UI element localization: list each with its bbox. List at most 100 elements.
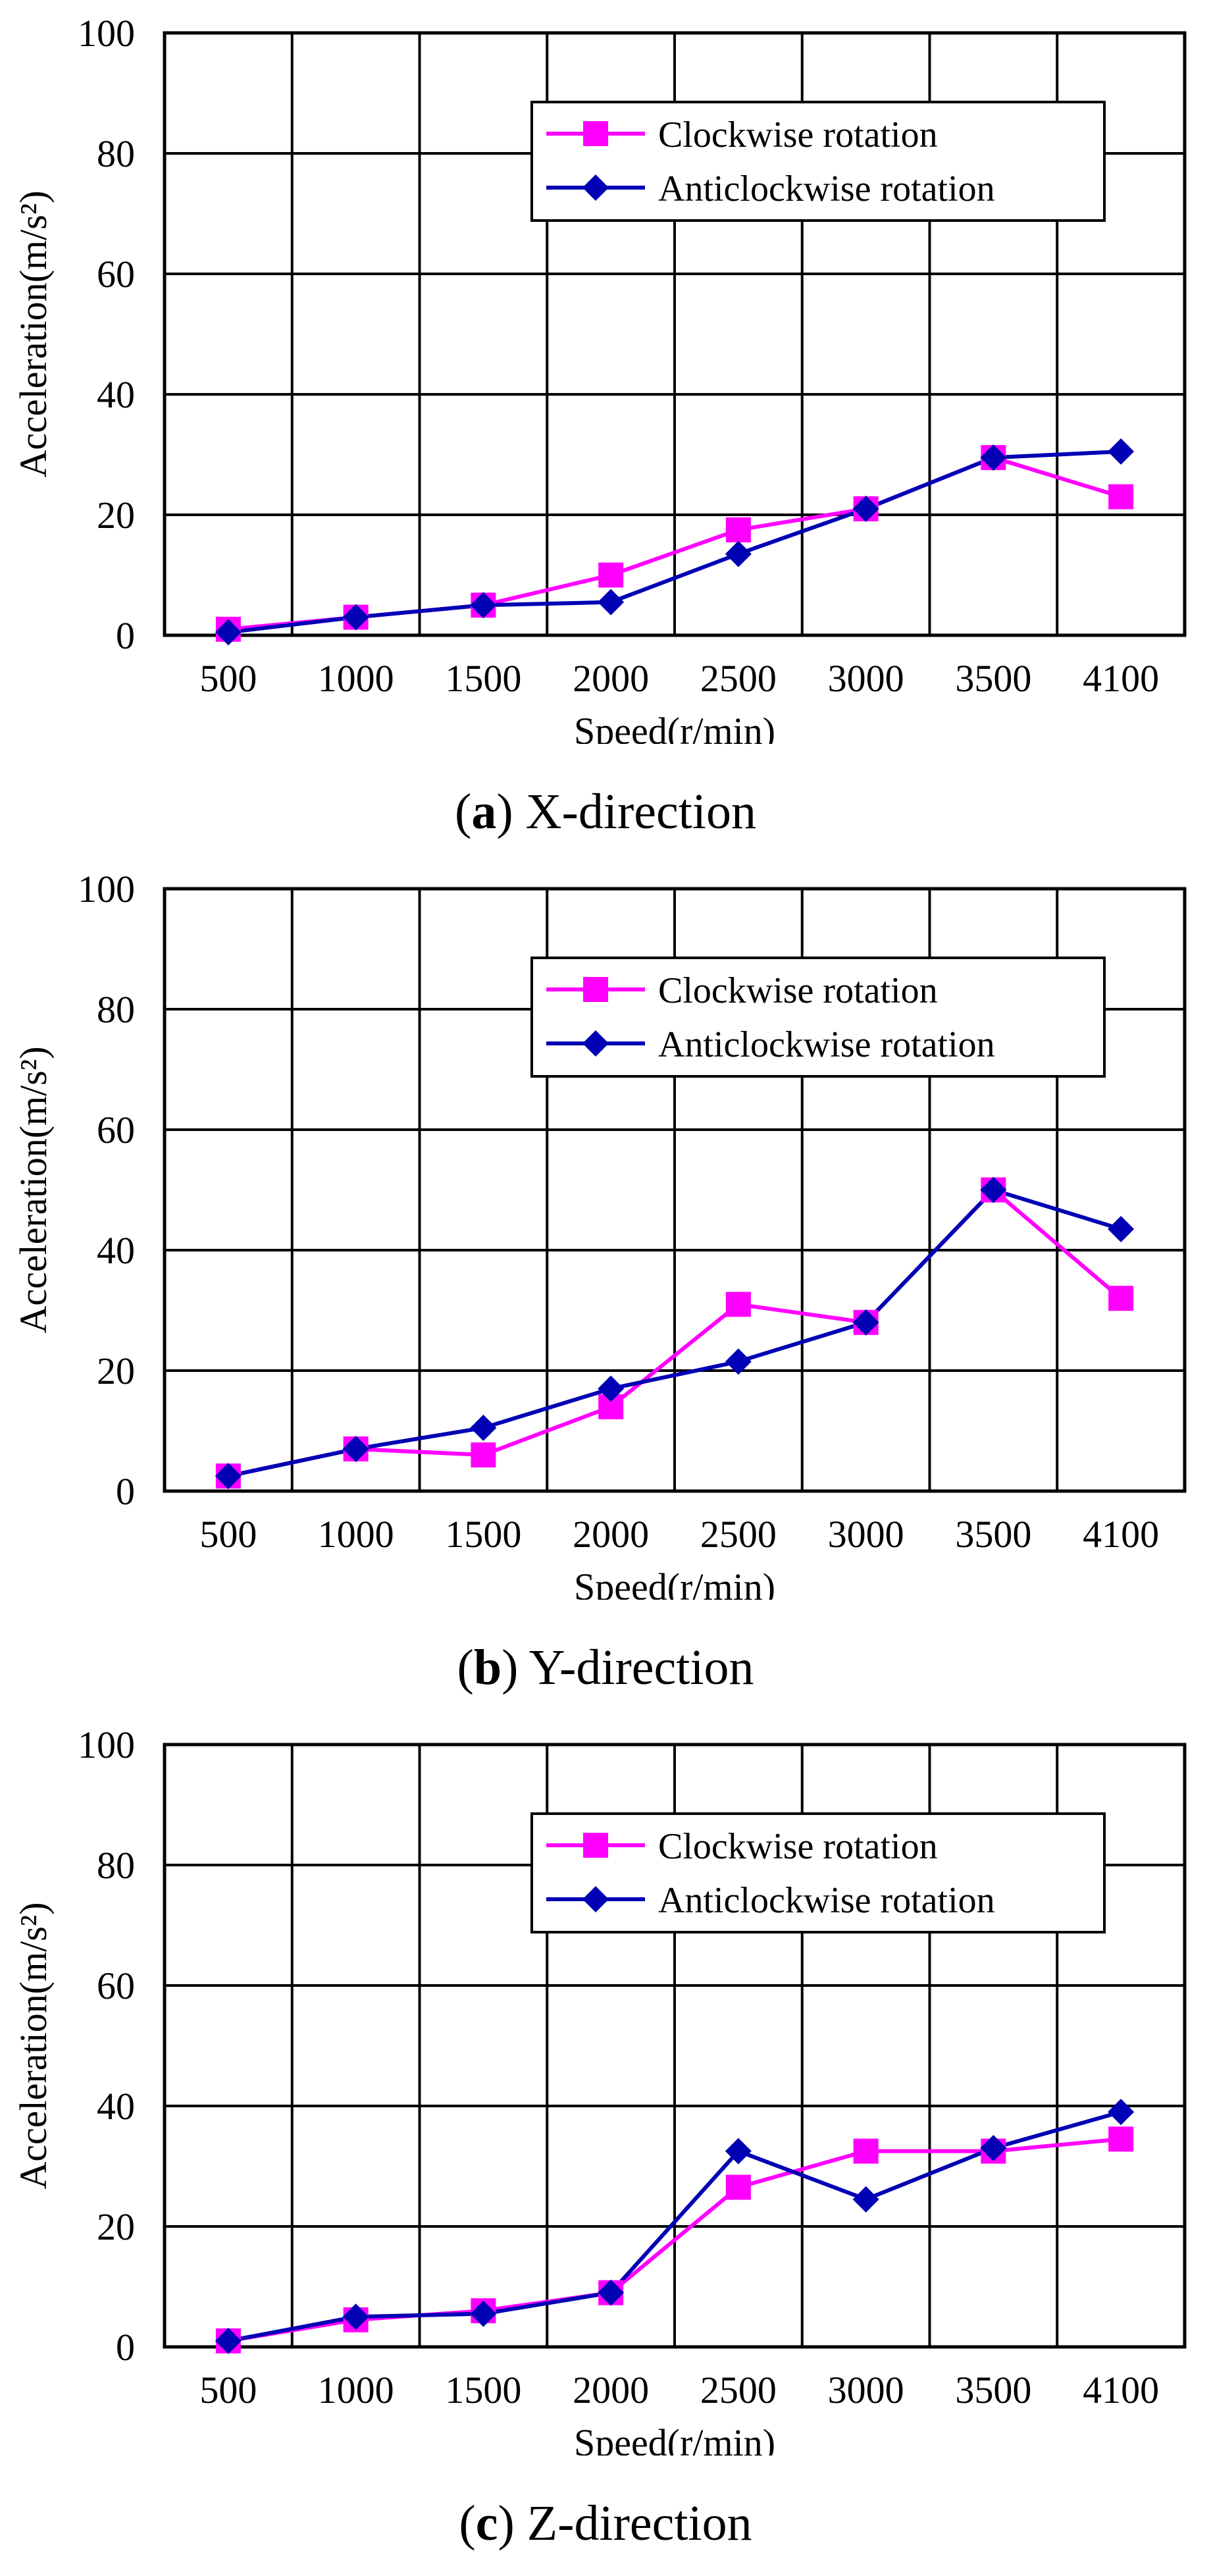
data-point-diamond [852,495,879,522]
y-tick-label: 0 [116,1470,135,1513]
legend-marker-square [583,121,608,146]
x-tick-label: 1500 [445,657,521,700]
x-tick-label: 1500 [445,2369,521,2411]
legend-label: Anticlockwise rotation [658,1024,995,1065]
legend-label: Anticlockwise rotation [658,1880,995,1921]
legend-box [530,101,1106,222]
data-point-diamond [1108,2099,1135,2126]
data-point-diamond [342,1435,369,1462]
chart-b: 0 20 40 60 80 100 500 1000 1500 2000 2500 3000 3500 4… [12,868,1187,1600]
legend-marker-diamond [582,174,609,201]
x-tick-label: 4100 [1083,657,1159,700]
data-point-diamond [470,592,497,619]
data-point-diamond [980,1176,1007,1203]
data-point-diamond [470,1414,497,1441]
y-tick-label: 40 [97,1229,135,1272]
data-point-diamond [725,540,752,567]
y-tick-label: 60 [97,1964,135,2007]
x-tick-label: 3000 [828,2369,904,2411]
legend-label: Clockwise rotation [658,1826,938,1867]
x-tick-label: 1000 [318,2369,394,2411]
x-tick-label: 3500 [955,1513,1031,1556]
data-point-diamond [980,2135,1007,2162]
y-tick-label: 100 [78,1723,135,1766]
data-point-square [725,517,751,542]
x-tick-label: 1000 [318,657,394,700]
x-axis-label: Speed(r/min) [574,1565,775,1600]
x-tick-label: 2500 [700,657,777,700]
plot-frame [163,887,1187,1493]
data-point-diamond [725,1348,752,1375]
y-tick-label: 20 [97,1350,135,1392]
legend-marker-square [583,1833,608,1858]
data-point-square [1108,1286,1134,1311]
data-point-diamond [852,2186,879,2213]
legend-marker-diamond [582,1030,609,1057]
y-tick-label: 0 [116,2326,135,2369]
x-tick-label: 2500 [700,2369,777,2411]
y-tick-label: 100 [78,12,135,55]
caption-letter: a [471,784,497,839]
chart-c: 0 20 40 60 80 100 500 1000 1500 2000 2500 3000 3500 4… [12,1723,1187,2456]
legend-marker-diamond [582,1886,609,1912]
data-point-diamond [215,619,242,646]
x-tick-label: 4100 [1083,1513,1159,1556]
x-tick-label: 3000 [828,1513,904,1556]
x-tick-label: 1500 [445,1513,521,1556]
series-line-anticlockwise [228,449,1121,635]
series-line-clockwise [228,2137,1121,2343]
data-point-square [1108,2126,1134,2152]
data-point-diamond [342,604,369,631]
caption-text: Y-direction [528,1640,754,1695]
chart-panel-b: 0 20 40 60 80 100 500 1000 1500 2000 2500 3000 3500 4… [0,856,1211,1600]
data-point-diamond [598,1375,625,1402]
legend-label: Clockwise rotation [658,115,938,155]
x-tick-label: 3500 [955,2369,1031,2411]
y-tick-label: 40 [97,373,135,416]
data-point-diamond [980,444,1007,471]
caption-text: Z-direction [527,2496,752,2551]
x-tick-label: 1000 [318,1513,394,1556]
y-tick-label: 60 [97,1109,135,1151]
x-tick-label: 2500 [700,1513,777,1556]
series-line-anticlockwise [228,2110,1121,2343]
x-tick-label: 500 [199,2369,257,2411]
x-tick-label: 500 [199,657,257,700]
caption-letter: c [475,2496,498,2551]
caption-letter: b [473,1640,502,1695]
x-tick-label: 4100 [1083,2369,1159,2411]
caption-a: (a) X-direction [455,784,756,839]
data-point-diamond [1108,1215,1135,1242]
data-point-diamond [852,1309,879,1336]
x-tick-label: 3500 [955,657,1031,700]
data-point-diamond [725,2138,752,2165]
x-axis-label: Speed(r/min) [574,2421,775,2456]
data-point-square [725,1292,751,1317]
data-point-diamond [215,2327,242,2354]
y-axis-label: Acceleration(m/s²) [12,1902,55,2189]
data-point-diamond [470,2300,497,2327]
x-tick-label: 2000 [573,2369,649,2411]
data-point-square [725,2174,751,2200]
y-tick-label: 0 [116,614,135,657]
x-axis-label: Speed(r/min) [574,710,775,744]
data-point-square [598,562,624,588]
plot-frame [163,1743,1187,2349]
y-tick-label: 20 [97,494,135,537]
data-point-diamond [1108,438,1135,465]
x-tick-label: 2000 [573,1513,649,1556]
caption-c: (c) Z-direction [459,2496,752,2551]
legend-marker-square [583,977,608,1002]
caption-text: X-direction [525,784,756,839]
y-tick-label: 100 [78,868,135,910]
legend-box [530,957,1106,1078]
data-point-square [471,1442,496,1468]
plot-frame [163,31,1187,637]
caption-b: (b) Y-direction [457,1640,754,1695]
x-tick-label: 500 [199,1513,257,1556]
y-tick-label: 40 [97,2085,135,2128]
y-tick-label: 80 [97,988,135,1031]
series-line-anticlockwise [228,1188,1122,1479]
y-axis-label: Acceleration(m/s²) [12,190,55,477]
data-point-diamond [598,589,625,616]
